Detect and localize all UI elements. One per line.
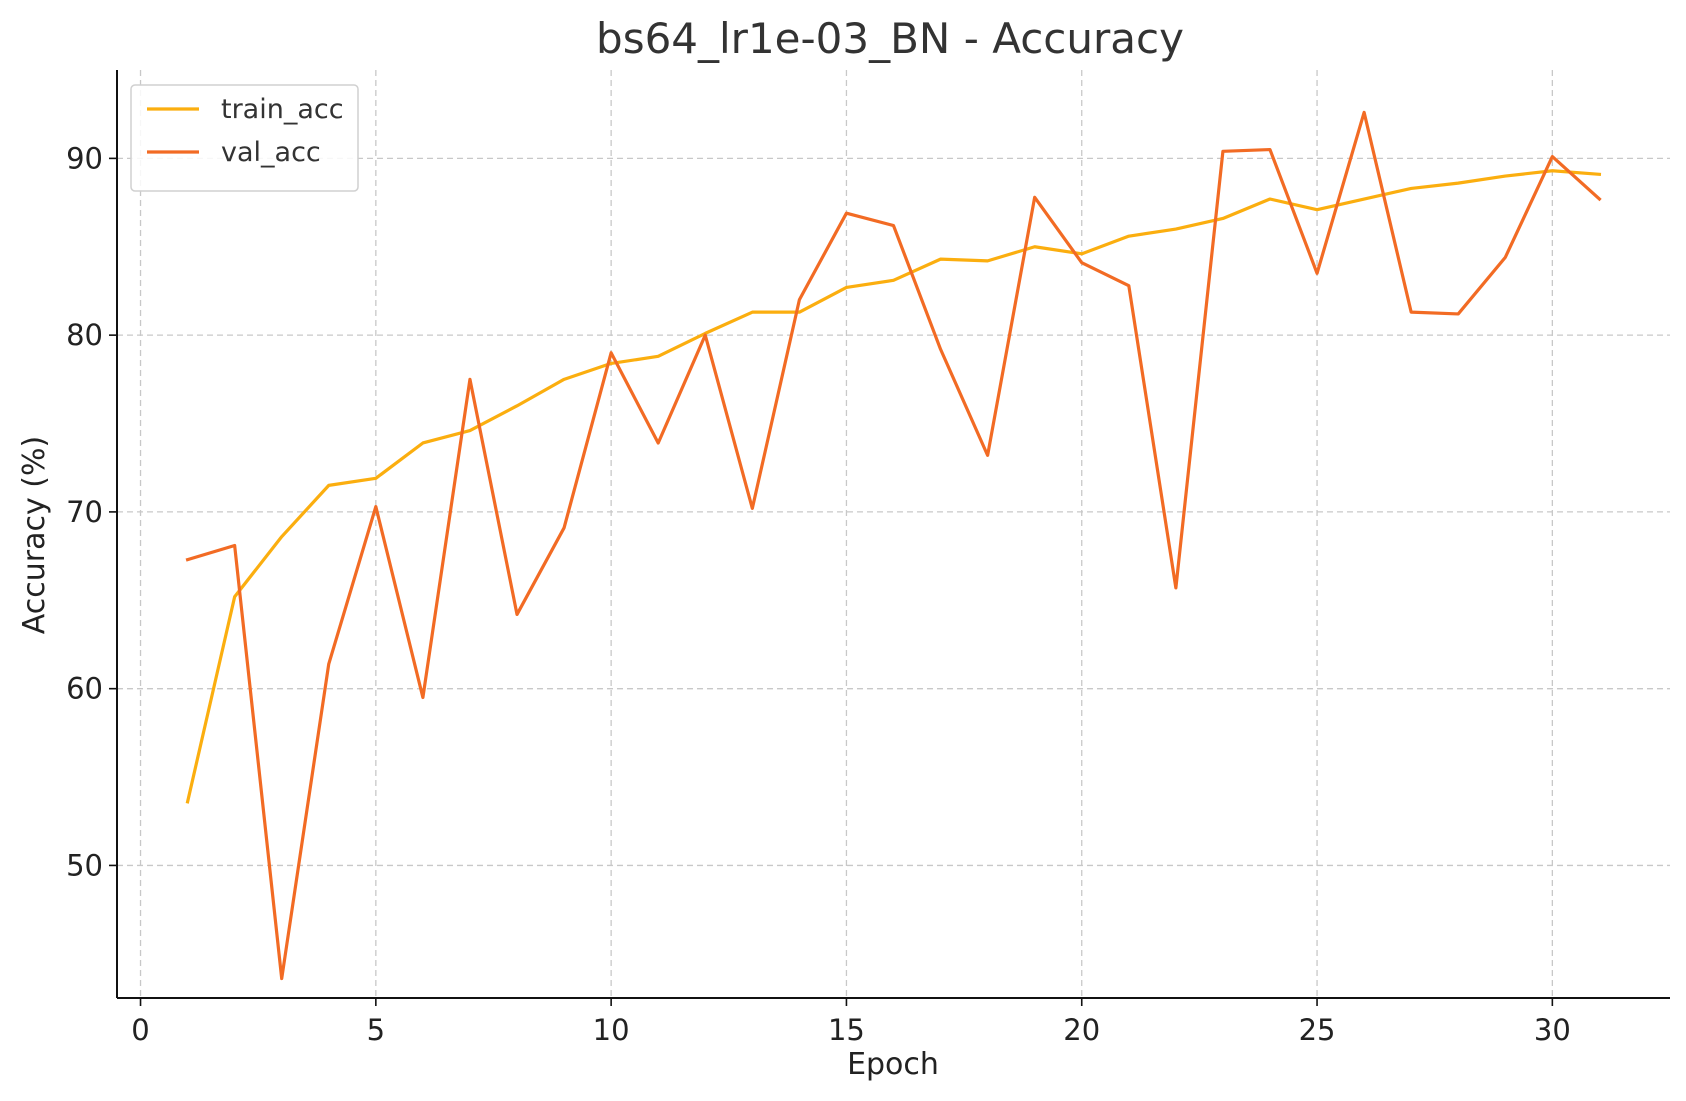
series-lines <box>185 110 1602 981</box>
chart-title: bs64_lr1e-03_BN - Accuracy <box>596 14 1184 63</box>
x-tick-label: 0 <box>131 1013 149 1047</box>
ticks: 0 5 10 15 20 25 30 50 60 70 80 90 <box>66 141 1571 1047</box>
y-tick-label: 80 <box>66 318 103 352</box>
legend-label: val_acc <box>221 137 321 168</box>
legend-label: train_acc <box>221 94 344 125</box>
x-axis-label: Epoch <box>847 1047 939 1082</box>
x-tick-label: 30 <box>1534 1013 1571 1047</box>
axes <box>116 70 1670 999</box>
y-tick-label: 50 <box>66 848 103 882</box>
x-tick-label: 5 <box>367 1013 385 1047</box>
x-tick-label: 15 <box>828 1013 865 1047</box>
y-tick-label: 90 <box>66 141 103 175</box>
x-tick-label: 20 <box>1063 1013 1100 1047</box>
x-tick-label: 10 <box>593 1013 630 1047</box>
y-tick-label: 60 <box>66 672 103 706</box>
legend: train_acc val_acc <box>130 84 359 192</box>
y-axis-label: Accuracy (%) <box>17 436 52 634</box>
series-line-val-acc <box>185 110 1602 981</box>
grid <box>117 70 1670 998</box>
y-tick-label: 70 <box>66 495 103 529</box>
legend-box <box>130 84 359 192</box>
series-line-train-acc <box>185 169 1602 804</box>
x-tick-label: 25 <box>1299 1013 1336 1047</box>
